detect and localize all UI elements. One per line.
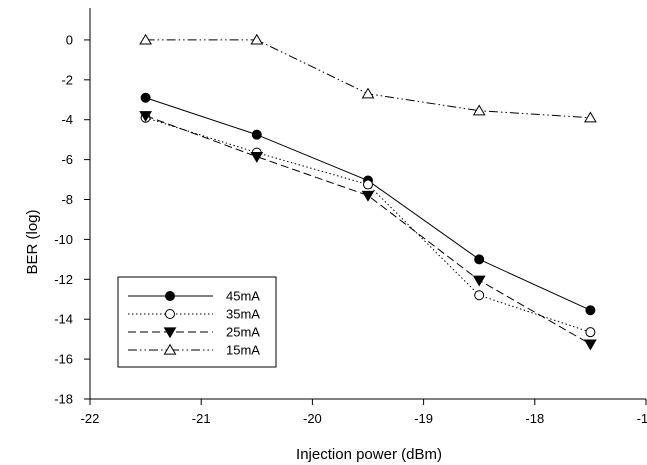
series-line: [145, 39, 591, 119]
y-tick-label: -6: [61, 152, 73, 167]
data-point: [361, 190, 375, 202]
legend-label: 45mA: [226, 289, 260, 304]
y-tick-label: -10: [54, 232, 73, 247]
legend-marker: [163, 343, 177, 355]
x-tick-label: -21: [192, 411, 211, 426]
data-point: [585, 327, 596, 338]
x-axis-label: Injection power (dBm): [296, 446, 442, 463]
legend-item: 45mA: [128, 289, 260, 304]
legend-marker: [163, 327, 177, 339]
legend-item: 35mA: [128, 307, 260, 322]
data-point: [474, 254, 485, 265]
data-point: [361, 87, 375, 99]
data-point: [140, 92, 151, 103]
axis-ticks: -22-21-20-19-18-17-18-16-14-12-10-8-6-4-…: [54, 32, 647, 426]
data-point: [584, 111, 597, 123]
y-tick-label: -18: [54, 392, 73, 407]
y-tick-label: -8: [61, 192, 73, 207]
legend-label: 35mA: [226, 307, 260, 322]
plot-axes: [89, 8, 646, 400]
legend-marker: [165, 309, 175, 319]
data-point: [251, 129, 262, 140]
series-group: [139, 33, 597, 351]
data-point: [250, 33, 264, 45]
y-tick-label: -2: [61, 72, 73, 87]
data-point: [472, 104, 486, 116]
legend: 45mA 35mA 25mA 15mA: [117, 276, 277, 368]
legend-marker: [165, 291, 175, 301]
x-tick-label: -17: [637, 411, 647, 426]
data-point: [472, 275, 486, 287]
x-tick-label: -18: [525, 411, 544, 426]
data-point: [474, 290, 485, 301]
series-15mA: [139, 33, 597, 123]
series-line: [145, 115, 591, 345]
y-tick-label: -4: [61, 112, 73, 127]
y-tick-label: -16: [54, 352, 73, 367]
data-point: [584, 339, 597, 351]
series-25mA: [139, 111, 597, 351]
data-point: [139, 33, 152, 45]
x-tick-label: -22: [81, 411, 100, 426]
data-point: [363, 179, 373, 190]
x-tick-label: -19: [414, 411, 433, 426]
y-tick-label: 0: [66, 32, 73, 47]
data-point: [139, 111, 152, 122]
y-tick-label: -12: [54, 272, 73, 287]
y-tick-label: -14: [54, 312, 73, 327]
x-tick-label: -20: [303, 411, 322, 426]
legend-item: 15mA: [128, 343, 260, 358]
legend-label: 15mA: [226, 343, 260, 358]
legend-box: [117, 276, 277, 368]
data-point: [585, 305, 596, 316]
legend-label: 25mA: [226, 325, 260, 340]
legend-item: 25mA: [128, 325, 260, 340]
data-point: [250, 151, 264, 163]
y-axis-label: BER (log): [24, 209, 41, 274]
